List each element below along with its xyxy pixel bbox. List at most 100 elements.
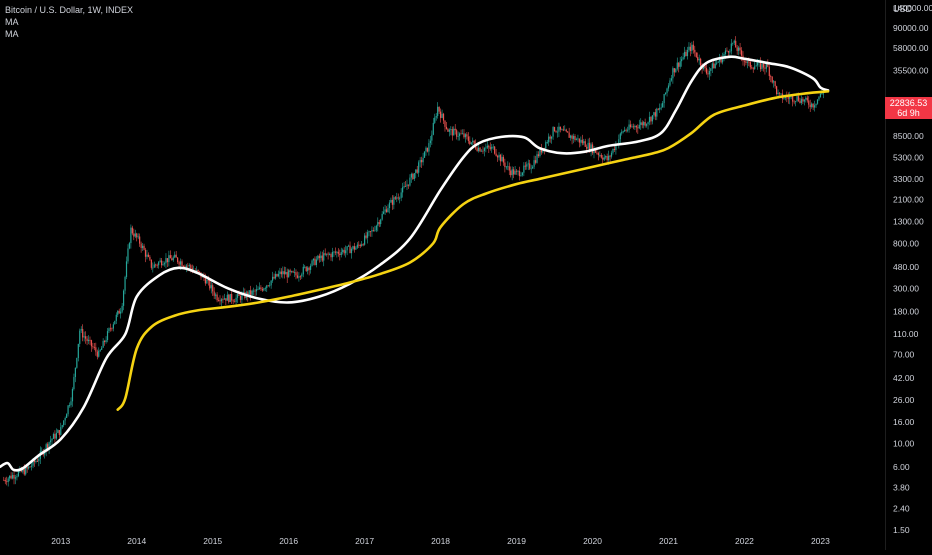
candle-body [757, 62, 759, 66]
candle-body [676, 62, 678, 69]
candle-body [283, 271, 285, 275]
price-tick-label: 26.00 [893, 395, 915, 405]
candle-body [771, 76, 773, 83]
candle-body [792, 95, 794, 102]
candle-body [640, 122, 642, 125]
candle-body [274, 274, 277, 279]
candle-body [638, 124, 640, 129]
candle-body [659, 107, 661, 110]
candle-body [295, 272, 297, 276]
candle-body [508, 166, 510, 171]
candle-body [168, 255, 170, 263]
candle-body [575, 139, 578, 141]
candle-body [58, 430, 60, 435]
candle-body [683, 51, 686, 58]
candle-body [251, 290, 253, 295]
candle-body [445, 126, 448, 129]
candle-body [388, 202, 391, 209]
candle-body [38, 459, 40, 462]
candle-body [305, 266, 307, 272]
candle-body [534, 160, 537, 163]
candle-body [229, 294, 231, 302]
candle-body [108, 328, 110, 332]
indicator-label-ma-fast[interactable]: MA [5, 17, 19, 27]
candle-body [678, 62, 680, 67]
candle-body [290, 271, 293, 273]
candle-body [362, 244, 364, 246]
candle-body [664, 92, 667, 95]
candle-body [624, 129, 626, 132]
candle-body [621, 131, 623, 134]
candle-body [720, 57, 722, 63]
candle-body [555, 131, 557, 133]
candle-body [140, 243, 142, 248]
candle-body [515, 170, 518, 172]
candle-body [206, 279, 208, 284]
candle-body [209, 280, 211, 289]
candle-body [498, 154, 500, 158]
candle-body [533, 160, 535, 167]
candle-body [137, 236, 139, 238]
candle-body [177, 257, 179, 263]
candle-body [504, 162, 506, 168]
candle-body [548, 136, 550, 143]
candle-body [198, 271, 201, 273]
candle-body [64, 418, 66, 421]
candle-body [406, 184, 408, 187]
candle-body [650, 116, 652, 122]
candle-body [361, 244, 363, 246]
price-tick-label: 2100.00 [893, 195, 924, 205]
candle-body [250, 290, 252, 295]
indicator-label-ma-slow[interactable]: MA [5, 29, 19, 39]
candle-body [543, 147, 545, 149]
candle-body [280, 271, 282, 275]
candle-body [302, 266, 304, 275]
candle-body [179, 261, 182, 265]
candle-body [625, 129, 627, 131]
candle-body [613, 148, 616, 150]
ma-slow-line[interactable] [116, 90, 830, 411]
candle-body [178, 262, 180, 265]
candle-body [663, 94, 665, 104]
candle-body [133, 233, 135, 237]
candle-body [435, 116, 437, 118]
candle-body [532, 166, 534, 169]
candle-body [307, 267, 309, 272]
candle-body [141, 245, 144, 248]
candle-body [546, 142, 548, 143]
candle-body [748, 61, 750, 63]
candle-body [279, 271, 281, 274]
candle-body [486, 145, 488, 148]
candle-body [383, 211, 385, 214]
candle-body [413, 173, 415, 180]
candle-body [165, 258, 167, 264]
candle-body [643, 121, 645, 126]
candle-body [730, 43, 732, 52]
candle-body [156, 264, 158, 266]
candle-body [384, 209, 386, 212]
candle-body [476, 148, 478, 151]
candle-body [340, 252, 342, 256]
candle-body [415, 169, 417, 174]
ma-fast-line[interactable] [0, 55, 830, 472]
candle-body [558, 126, 560, 132]
candle-body [410, 173, 412, 178]
candle-body [342, 249, 344, 253]
candle-body [629, 124, 632, 128]
candle-body [777, 92, 779, 94]
candle-body [431, 134, 433, 141]
candle-body [707, 73, 709, 75]
candle-body [754, 66, 756, 70]
candle-body [4, 479, 6, 482]
candle-body [9, 475, 11, 479]
price-tick-label: 3300.00 [893, 174, 924, 184]
candle-body [454, 128, 456, 131]
candle-body [258, 287, 261, 290]
candle-body [523, 165, 525, 173]
candle-body [681, 59, 683, 62]
candle-body [667, 85, 670, 89]
candle-body [190, 265, 192, 268]
candle-body [708, 71, 711, 75]
